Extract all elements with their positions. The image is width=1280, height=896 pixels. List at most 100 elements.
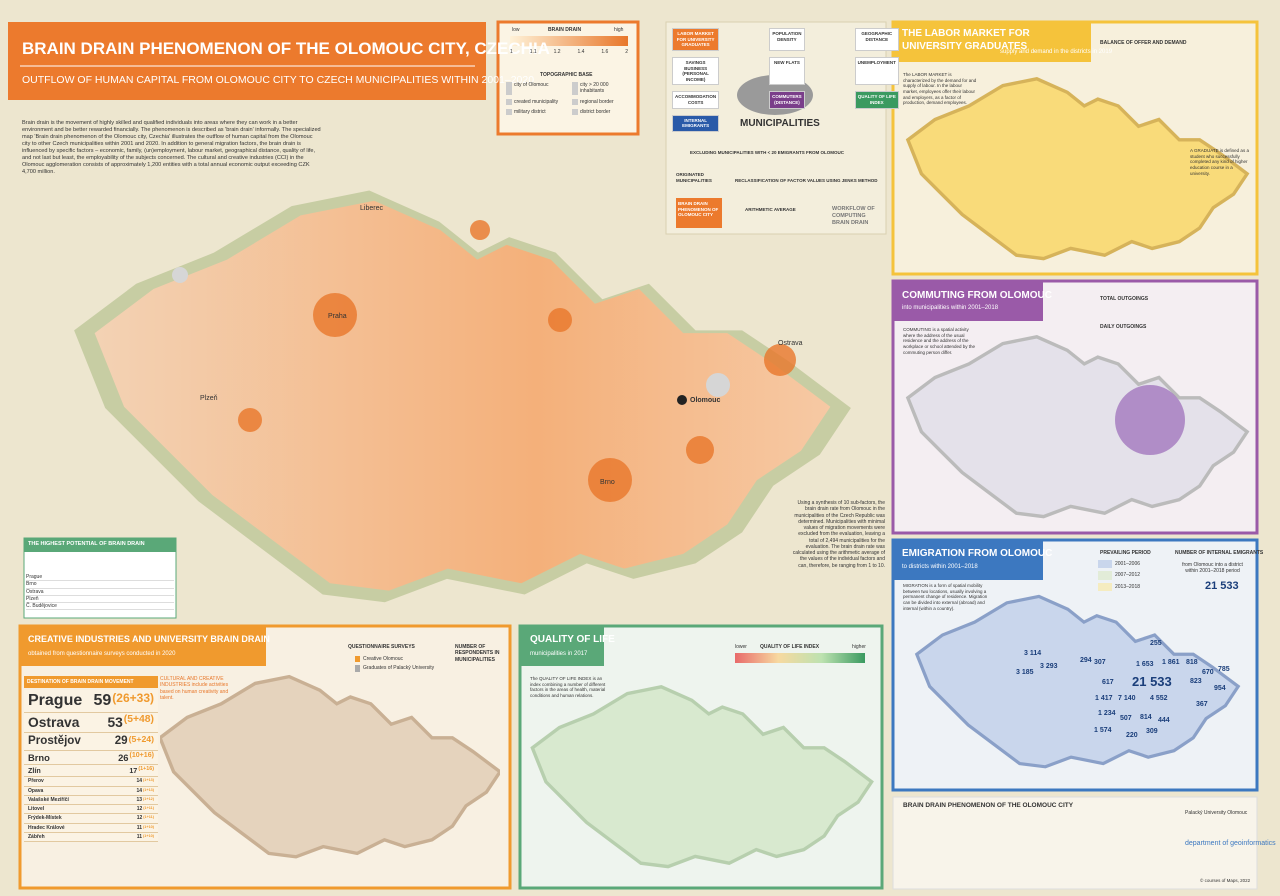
military [172, 267, 730, 397]
potential-row: Brno [26, 581, 174, 589]
workflow-exclude: EXCLUDING MUNICIPALITIES WITH < 20 EMIGR… [690, 150, 845, 155]
emigration-label: 507 [1120, 715, 1132, 722]
creative-split: (1+11) [143, 806, 154, 811]
intro: Brain drain is the movement of highly sk… [22, 120, 321, 175]
quality-header [520, 626, 604, 666]
emigration-title: EMIGRATION FROM OLOMOUC [902, 548, 1053, 559]
workflow-box: QUALITY OF LIFE INDEX [854, 91, 899, 109]
workflow-result: BRAIN DRAIN PHENOMENON OF OLOMOUC CITY [678, 201, 719, 218]
city-label: Brno [600, 479, 615, 486]
creative-count: 17 (1+16) [129, 766, 154, 775]
potential-row: Plzeň [26, 596, 174, 603]
period-item: 2013–2018 [1098, 582, 1143, 591]
workflow-box: UNEMPLOYMENT [854, 56, 899, 86]
creative-table-title: DESTINATION OF BRAIN DRAIN MOVEMENT [24, 676, 158, 689]
scale-label: 2 [625, 49, 628, 55]
city-label: Praha [328, 313, 347, 320]
creative-city: Zábřeh [28, 833, 45, 840]
emigration-label: 1 417 [1095, 695, 1113, 702]
emigration-label: 220 [1126, 732, 1138, 739]
city-label: Olomouc [690, 397, 720, 404]
creative-total: 14 [136, 778, 143, 785]
creative-city: Brno [28, 751, 50, 763]
creative-subtitle: obtained from questionnaire surveys cond… [28, 651, 176, 657]
creative-city: Valašské Meziříčí [28, 796, 69, 803]
workflow-box: NEW FLATS [769, 56, 805, 86]
commuting-text: COMMUTING is a spatial activity where th… [903, 327, 976, 355]
emigration-label: 954 [1214, 685, 1226, 692]
legend-scale: 1 1.1 1.2 1.4 1.6 2 [510, 49, 628, 55]
creative-split: (10+16) [129, 751, 155, 759]
footer-title: BRAIN DRAIN PHENOMENON OF THE OLOMOUC CI… [903, 802, 1074, 809]
period-title: PREVAILING PERIOD [1100, 550, 1151, 556]
olomouc-marker [677, 395, 687, 405]
creative-city: Prostějov [28, 734, 81, 748]
creative-row: Přerov 14 (1+13) [24, 777, 158, 787]
labor-legend: BALANCE OF OFFER AND DEMAND [1100, 40, 1187, 46]
emigration-subtitle: to districts within 2001–2018 [902, 564, 978, 570]
scale-label: 1.1 [529, 49, 537, 55]
creative-city: Zlín [28, 766, 41, 776]
emigration-label: 4 552 [1150, 695, 1168, 702]
creative-total: 12 [136, 815, 143, 822]
creative-split: (1+13) [143, 787, 154, 792]
legend-high: high [614, 27, 624, 33]
creative-count: 26 (10+16) [118, 752, 154, 764]
workflow-box: ACCOMMODATION COSTS [672, 91, 720, 109]
workflow-box: GEOGRAPHIC DISTANCE [854, 28, 899, 51]
scale-label: 1.2 [553, 49, 561, 55]
surveys-title: QUESTIONNAIRE SURVEYS [348, 644, 415, 650]
emigration-label: 7 140 [1118, 695, 1136, 702]
survey-items: Creative Olomouc Graduates of Palacký Uni… [355, 656, 434, 675]
creative-split: (1+11) [143, 815, 154, 820]
topo-item: city > 20 000 inhabitants [572, 82, 634, 95]
emigration-label: 294 [1080, 657, 1092, 664]
creative-row: Prostějov 29 (5+24) [24, 733, 158, 751]
creative-split: (1+13) [143, 778, 154, 783]
footer-copyright: © courses of Maps, 2022 [1200, 878, 1251, 883]
creative-count: 11 (1+10) [137, 834, 154, 840]
topo-item: created municipality [506, 98, 568, 105]
creative-total: 53 [107, 715, 123, 730]
creative-row: Hradec Králové 11 (1+10) [24, 824, 158, 833]
creative-city: Přerov [28, 778, 44, 785]
count-title: NUMBER OF INTERNAL EMIGRANTS [1175, 550, 1264, 556]
commuting-subtitle: into municipalities within 2001–2018 [902, 305, 999, 311]
creative-city: Frýdek-Místek [28, 815, 62, 822]
emigration-label: 1 861 [1162, 659, 1180, 666]
scale-label: 1.6 [601, 49, 609, 55]
creative-split: (26+33) [112, 691, 154, 705]
workflow-box: COMMUTERS (DISTANCE) [769, 91, 805, 109]
creative-count: 29 (5+24) [115, 734, 154, 748]
labor-text2: A GRADUATE is defined as a student who s… [1190, 148, 1249, 176]
potential-row: Ostrava [26, 589, 174, 596]
creative-row: Ostrava 53 (5+48) [24, 713, 158, 734]
workflow-box: SAVINGS BUSINESS (PERSONAL INCOME) [672, 56, 720, 86]
emigration-label: 309 [1146, 728, 1158, 735]
creative-table: Prague 59 (26+33) Ostrava 53 (5+48) Prostějov 2… [24, 690, 158, 843]
scale-label: 1 [510, 49, 513, 55]
creative-row: Zlín 17 (1+16) [24, 765, 158, 778]
creative-city: Ostrava [28, 715, 80, 730]
creative-text: CULTURAL AND CREATIVE INDUSTRIES include… [160, 676, 229, 701]
quality-legend: QUALITY OF LIFE INDEX [760, 644, 820, 650]
creative-count: 11 (1+10) [137, 825, 154, 831]
title: BRAIN DRAIN PHENOMENON OF THE OLOMOUC CI… [22, 39, 550, 58]
creative-total: 29 [114, 734, 128, 748]
legend-low: low [512, 27, 520, 33]
creative-count: 53 (5+48) [107, 714, 154, 731]
workflow-caption: WORKFLOW OF COMPUTING BRAIN DRAIN [832, 206, 875, 226]
emigration-label: 1 574 [1094, 727, 1112, 734]
quality-text: The QUALITY OF LIFE INDEX is an index co… [530, 676, 606, 698]
map-note: Using a synthesis of 10 sub-factors, the… [792, 500, 885, 569]
emigration-label: 823 [1190, 678, 1202, 685]
creative-split: (1+16) [138, 766, 154, 773]
subtitle: OUTFLOW OF HUMAN CAPITAL FROM OLOMOUC CI… [22, 74, 535, 86]
emigration-labels: 255 1 653 1 861 818 670 785 307 617 21 5… [1016, 640, 1230, 739]
potential-rows: Prague Brno Ostrava Plzeň Č. Budějovice [26, 574, 174, 611]
footer-department: department of geoinformatics [1185, 840, 1276, 847]
creative-city: Opava [28, 787, 44, 794]
commuting-legend2: DAILY OUTGOINGS [1100, 324, 1147, 330]
creative-city: Hradec Králové [28, 824, 65, 831]
emigration-label: 1 234 [1098, 710, 1116, 717]
